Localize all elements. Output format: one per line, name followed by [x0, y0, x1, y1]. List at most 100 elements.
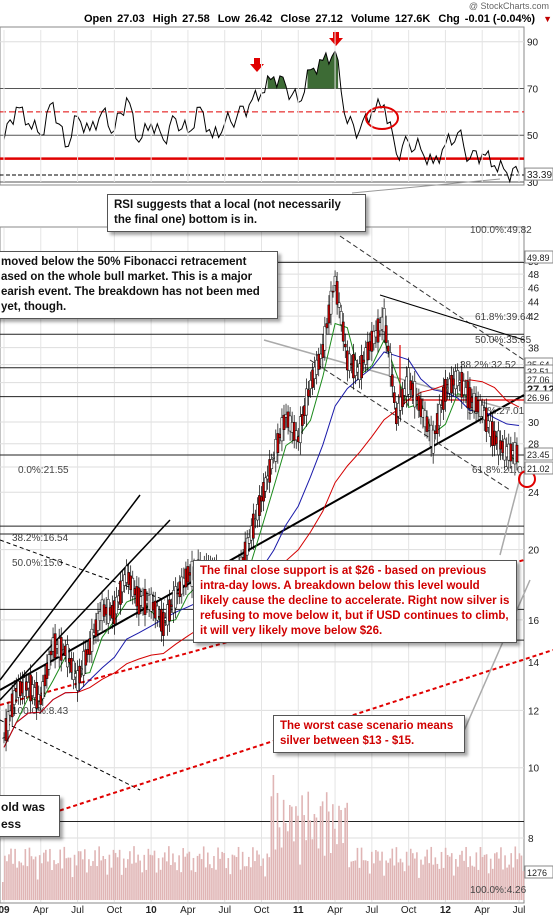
volume-bar — [418, 877, 420, 900]
volume-bar — [364, 860, 367, 900]
volume-bar — [168, 846, 170, 900]
volume-bar — [514, 846, 517, 900]
volume-bar — [75, 865, 78, 900]
volume-bar — [174, 862, 176, 900]
volume-bar — [28, 847, 31, 900]
volume-bar — [385, 860, 387, 900]
candle-body — [270, 459, 274, 469]
volume-bar — [90, 865, 92, 900]
x-tick-label: Jul — [218, 905, 231, 916]
candle-body — [115, 596, 118, 615]
close-value: 27.12 — [315, 13, 343, 25]
candle-body — [515, 444, 519, 463]
candle-body — [392, 392, 396, 403]
dashed-channel-line — [0, 539, 166, 601]
candle-body — [268, 459, 272, 483]
rsi-overbought-fill — [267, 75, 287, 89]
volume-bar — [420, 859, 422, 900]
volume-bar — [149, 854, 152, 900]
volume-bar — [395, 847, 398, 900]
volume-bar — [295, 806, 297, 900]
volume-bar — [491, 868, 494, 900]
volume-bar — [506, 867, 508, 900]
volume-bar — [426, 849, 428, 900]
volume-bar — [291, 806, 293, 900]
volume-bar — [245, 866, 248, 900]
volume-bar — [73, 854, 76, 900]
candle-body — [317, 353, 321, 370]
price-value-tag — [524, 250, 553, 264]
volume-bar — [450, 853, 453, 900]
candle-body — [372, 331, 376, 344]
volume-bar — [229, 874, 232, 900]
volume-bar — [414, 858, 416, 900]
candle-body — [180, 576, 184, 595]
candle-body — [484, 407, 488, 432]
low-label: Low — [217, 13, 240, 25]
volume-bar — [118, 849, 121, 900]
candle-body — [343, 343, 347, 348]
volume-bar — [412, 853, 414, 900]
volume-bar — [440, 851, 443, 900]
candle-body — [10, 693, 14, 718]
volume-bar — [207, 852, 209, 900]
volume-bar — [375, 850, 377, 900]
volume-value: 127.6K — [394, 13, 431, 25]
volume-fib-label: 100.0%:4.26 — [470, 885, 527, 896]
volume-bar — [274, 849, 277, 900]
volume-bar — [129, 851, 131, 900]
candle-body — [72, 660, 75, 680]
candle-body — [329, 290, 333, 315]
candle-body — [39, 695, 43, 705]
price-tick-label: 48 — [528, 270, 540, 281]
volume-bar — [448, 856, 451, 900]
candle-body — [348, 353, 351, 371]
volume-bar — [112, 849, 115, 900]
price-tick-label: 10 — [528, 764, 540, 775]
volume-bar — [221, 851, 223, 900]
price-value-tag — [524, 447, 553, 461]
volume-bar — [213, 855, 215, 900]
candle-body — [6, 711, 10, 731]
volume-bar — [227, 858, 230, 900]
candle-body — [331, 290, 335, 293]
volume-bar — [252, 847, 254, 900]
volume-bar — [389, 858, 392, 900]
volume-bar — [309, 820, 312, 900]
resistance-line — [379, 294, 525, 341]
volume-bar — [360, 847, 363, 900]
volume-bar — [467, 867, 469, 900]
volume-bar — [379, 860, 381, 900]
volume-bar — [4, 855, 6, 900]
volume-bar — [282, 799, 285, 900]
volume-bar — [114, 852, 117, 900]
volume-bar — [79, 851, 82, 900]
candle-body — [90, 628, 94, 652]
x-tick-label: Jul — [365, 905, 378, 916]
volume-bar — [518, 853, 521, 900]
x-tick-label: Apr — [180, 905, 196, 916]
volume-bar — [368, 873, 371, 900]
volume-bar — [94, 850, 96, 900]
volume-bar — [51, 870, 53, 900]
volume-bar — [430, 846, 433, 900]
volume-bar — [237, 846, 240, 900]
fibonacci-label: 100.0%:8.43 — [12, 706, 69, 717]
pointer-line — [499, 469, 523, 556]
volume-bar — [510, 853, 512, 900]
volume-bar — [371, 851, 373, 900]
volume-bar — [47, 861, 49, 900]
volume-bar — [401, 862, 404, 900]
volume-bar — [264, 876, 266, 900]
trend-line — [0, 519, 171, 701]
volume-bar — [2, 882, 4, 900]
rsi-pointer-line — [351, 178, 501, 194]
volume-bar — [338, 805, 340, 900]
candle-body — [131, 577, 135, 597]
volume-bar — [196, 855, 199, 900]
volume-bar — [86, 872, 88, 900]
candle-body — [47, 654, 51, 670]
price-value-tag — [524, 390, 553, 404]
candle-body — [437, 403, 441, 426]
price-value-label: 23.45 — [527, 450, 550, 460]
